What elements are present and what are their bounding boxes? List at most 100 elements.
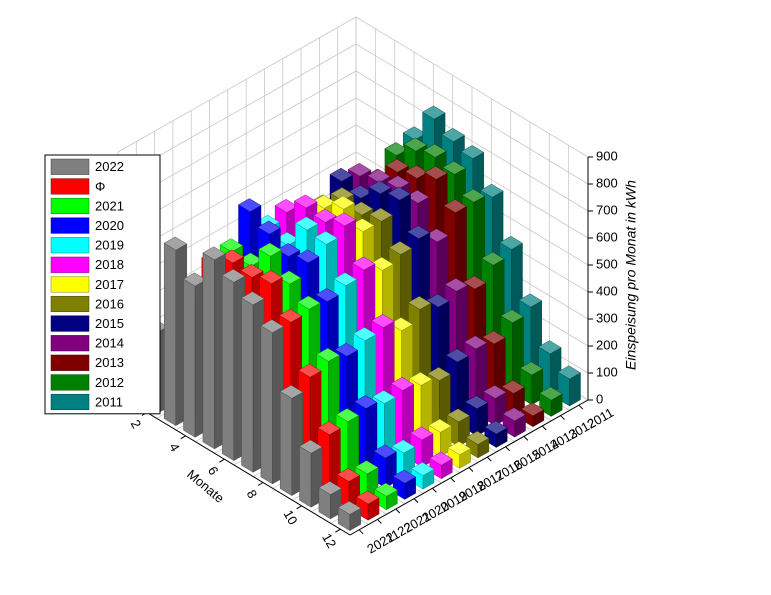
bar-top: [373, 444, 397, 459]
bar-front: [163, 242, 177, 426]
bar-top: [318, 481, 342, 495]
bar-top: [240, 263, 264, 278]
bar-top: [390, 377, 415, 391]
bar-top: [423, 143, 447, 158]
bar-top: [465, 430, 490, 445]
bar-top: [336, 468, 361, 482]
bar-front: [299, 445, 312, 508]
bar-top: [333, 272, 358, 287]
legend-swatch: [50, 374, 90, 391]
bar-top: [238, 198, 262, 212]
bar: [447, 441, 471, 469]
legend-label: 2014: [95, 336, 124, 351]
bar-top: [482, 330, 506, 345]
bar-top: [296, 249, 320, 264]
x-tick: [335, 528, 341, 533]
bar-top: [480, 183, 504, 198]
depth-tick: [395, 508, 401, 514]
bar-top: [557, 365, 581, 380]
bar-top: [519, 361, 544, 376]
bar-top: [316, 347, 340, 362]
depth-tick: [450, 477, 456, 483]
bar: [337, 500, 362, 531]
legend-label: 2021: [95, 198, 124, 213]
bar-top: [411, 462, 435, 476]
bar-top: [405, 189, 430, 204]
depth-tick-label: 2011: [584, 405, 616, 432]
bar-top: [349, 201, 374, 216]
bar-top: [483, 384, 507, 399]
bar-top: [426, 293, 450, 308]
bar: [411, 462, 435, 490]
bar-top: [392, 469, 417, 484]
bar-top: [422, 105, 446, 120]
bar-top: [294, 194, 318, 209]
bar-top: [356, 490, 380, 505]
bar-top: [368, 180, 392, 195]
bar-top: [219, 238, 244, 253]
bar-top: [278, 308, 303, 323]
legend-label: 2013: [95, 355, 124, 370]
bar: [484, 420, 508, 448]
legend-swatch: [50, 393, 90, 411]
bar-top: [409, 372, 433, 386]
bar-top: [481, 251, 505, 266]
bar-top: [407, 296, 432, 310]
bar-top: [202, 246, 226, 261]
bar-top: [354, 395, 378, 409]
legend-swatch: [50, 354, 90, 371]
z-tick-label: 200: [596, 337, 618, 352]
bar-front: [241, 297, 254, 473]
z-tick-label: 100: [596, 364, 618, 379]
bar-top: [388, 241, 412, 255]
legend-swatch: [50, 256, 90, 273]
z-tick-label: 500: [596, 256, 618, 271]
bar-top: [221, 268, 246, 283]
bar-top: [461, 188, 486, 203]
x-tick: [257, 482, 264, 486]
bar-top: [347, 162, 372, 177]
bar: [519, 361, 544, 406]
bar: [465, 430, 490, 459]
grid-line: [117, 16, 589, 158]
x-axis: [117, 394, 351, 536]
z-tick-label: 800: [596, 175, 618, 190]
legend-swatch: [50, 315, 90, 332]
bar-top: [259, 270, 283, 284]
bar-top: [425, 228, 449, 243]
bar-top: [329, 167, 353, 182]
legend-label: 2020: [95, 218, 124, 233]
bar-top: [447, 441, 471, 456]
bar-top: [428, 418, 452, 433]
bar-top: [446, 408, 470, 423]
bar-top: [313, 208, 337, 223]
legend-label: 2012: [95, 375, 124, 390]
legend-label: 2022: [95, 159, 124, 174]
bar-top: [443, 199, 467, 213]
legend-swatch: [50, 178, 90, 195]
bars: [125, 105, 581, 531]
z-tick-label: 400: [596, 283, 618, 298]
bar-front: [221, 275, 235, 461]
bar: [356, 490, 380, 521]
bar-top: [332, 212, 357, 227]
bar-top: [441, 128, 465, 142]
x-tick-label: 12: [319, 531, 339, 551]
bar-top: [337, 500, 362, 515]
bar-top: [335, 408, 360, 422]
legend-label: 2016: [95, 296, 124, 311]
legend-label: 2015: [95, 316, 124, 331]
bar-top: [298, 363, 322, 378]
bar-top: [331, 195, 355, 210]
legend-label: 2018: [95, 257, 124, 272]
bar-top: [387, 186, 411, 201]
bar-top: [386, 175, 410, 190]
depth-tick: [541, 425, 547, 431]
bar-front: [183, 278, 196, 438]
bar-top: [410, 426, 434, 441]
legend-label: 2019: [95, 238, 124, 253]
bar-top: [538, 340, 562, 355]
x-tick: [296, 505, 302, 510]
bar-top: [501, 379, 525, 394]
